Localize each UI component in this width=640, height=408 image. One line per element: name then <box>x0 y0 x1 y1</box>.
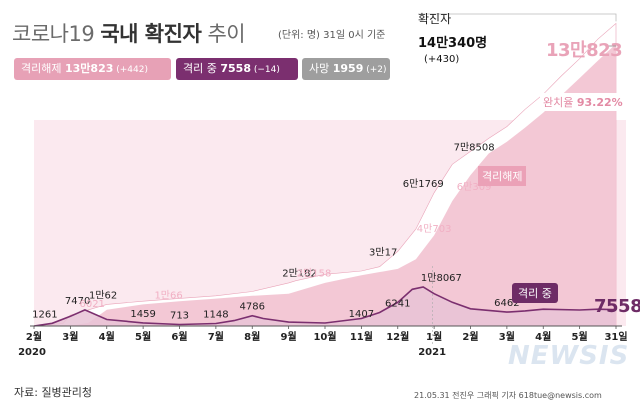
year-label: 2021 <box>418 347 446 358</box>
x-tick-label: 5월 <box>135 331 151 343</box>
data-label: 713 <box>170 310 189 321</box>
isolated-end-value: 7558 <box>594 296 640 317</box>
series-isolated-area <box>34 287 616 326</box>
x-tick-label: 10월 <box>313 331 336 343</box>
source-note: 자료: 질병관리청 <box>14 386 93 399</box>
x-tick-label: 5월 <box>572 331 588 343</box>
x-tick-label: 11월 <box>350 331 373 343</box>
data-label: 2만158 <box>297 268 332 280</box>
credit-line: 21.05.31 전진우 그래픽 기자 618tue@newsis.com <box>414 391 602 400</box>
confirmed-value: 14만340명 <box>418 36 488 51</box>
confirmed-leader <box>418 13 617 22</box>
data-label: 7만8508 <box>454 142 495 154</box>
data-label: 4만703 <box>417 223 452 235</box>
x-tick-label: 9월 <box>281 331 297 343</box>
released-series-tag: 격리해제 <box>478 166 527 186</box>
legend-isolated: 격리 중 7558 (−14) <box>176 58 298 80</box>
newsis-watermark: NEWSIS <box>508 341 630 371</box>
data-label: 6만1769 <box>403 178 444 190</box>
recovery-ratio: 완치율 93.22% <box>540 93 626 111</box>
series-isolated-line <box>33 286 617 327</box>
data-label: 1만62 <box>89 289 117 301</box>
x-tick-label: 7월 <box>208 331 224 343</box>
x-tick-label: 6월 <box>171 331 187 343</box>
data-label: 1407 <box>349 309 374 320</box>
x-tick-label: 2월 <box>26 331 42 343</box>
chart-subtitle: (단위: 명) 31일 0시 기준 <box>278 30 386 41</box>
data-label: 1148 <box>203 310 228 321</box>
x-tick-label: 12월 <box>386 331 409 343</box>
x-tick-label: 3월 <box>499 331 515 343</box>
data-label: 2만182 <box>282 267 317 279</box>
x-tick-label: 1월 <box>426 331 442 343</box>
chart-title: 코로나19 국내 확진자 추이 <box>12 22 246 46</box>
data-label: 3만17 <box>369 246 397 258</box>
x-tick-label: 31일 <box>604 330 627 343</box>
x-tick-label: 2월 <box>462 331 478 343</box>
released-total: 13만823 <box>546 40 623 61</box>
x-tick-label: 3월 <box>62 331 78 343</box>
confirmed-diff: (+430) <box>424 54 460 65</box>
data-label: 6462 <box>494 298 519 309</box>
x-tick-label: 4월 <box>99 331 115 343</box>
data-label: 4786 <box>240 302 265 313</box>
year-label: 2020 <box>18 347 46 358</box>
confirmed-label: 확진자 <box>418 12 452 26</box>
series-released-area <box>34 43 616 327</box>
data-label: 1261 <box>32 309 57 320</box>
data-label: 7470 <box>65 296 90 307</box>
isolated-series-tag: 격리 중 <box>512 283 558 303</box>
data-label: 1459 <box>130 309 155 320</box>
data-label: 6241 <box>385 299 410 310</box>
data-label: 1만8067 <box>421 272 462 284</box>
data-label: 6021 <box>79 299 104 310</box>
x-tick-label: 8월 <box>244 331 260 343</box>
x-tick-label: 4월 <box>535 331 551 343</box>
data-label: 1만66 <box>154 289 182 301</box>
legend-deaths: 사망 1959 (+2) <box>302 58 390 80</box>
legend-released: 격리해제 13만823 (+442) <box>14 58 171 80</box>
